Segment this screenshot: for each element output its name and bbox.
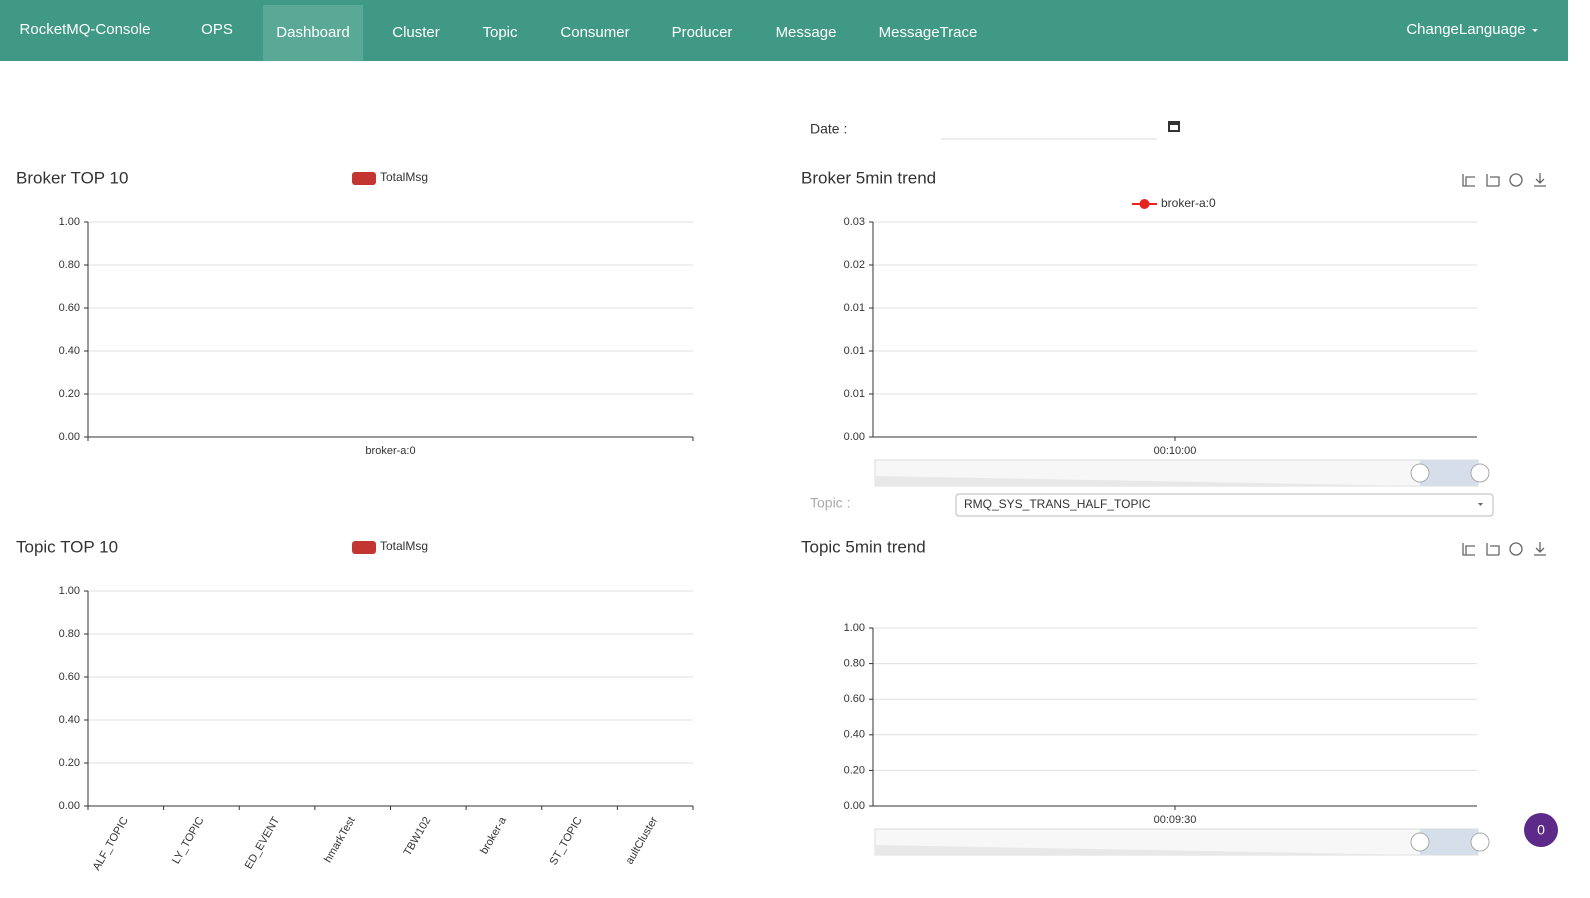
language-menu[interactable]: ChangeLanguage xyxy=(1406,21,1525,38)
y-tick-label: 0.80 xyxy=(59,628,80,640)
y-tick-label: 0.60 xyxy=(59,302,80,314)
legend-label: TotalMsg xyxy=(380,539,428,553)
chart-title: Topic 5min trend xyxy=(801,537,926,556)
badge[interactable] xyxy=(1524,813,1558,847)
badge-count: 0 xyxy=(1537,822,1545,838)
y-tick-label: 0.01 xyxy=(844,388,865,400)
nav-item[interactable]: OPS xyxy=(201,21,233,38)
y-tick-label: 0.01 xyxy=(844,302,865,314)
nav-active xyxy=(263,5,363,61)
y-tick-label: 0.40 xyxy=(59,345,80,357)
nav-item[interactable]: Consumer xyxy=(560,24,629,41)
y-tick-label: 0.03 xyxy=(844,216,865,228)
data-zoom[interactable] xyxy=(874,459,1490,487)
x-tick-label: aultCluster xyxy=(624,815,661,867)
y-tick-label: 0.00 xyxy=(59,800,80,812)
y-tick-label: 0.40 xyxy=(844,729,865,741)
nav-item[interactable]: Message xyxy=(776,24,837,41)
y-tick-label: 0.00 xyxy=(59,431,80,443)
y-tick-label: 1.00 xyxy=(59,585,80,597)
x-tick-label: ST_TOPIC xyxy=(547,815,584,867)
x-tick-label: broker-a:0 xyxy=(365,445,415,457)
x-tick-label: ALF_TOPIC xyxy=(91,815,131,873)
y-tick-label: 0.20 xyxy=(59,757,80,769)
x-tick-label: broker-a xyxy=(478,814,509,856)
y-tick-label: 1.00 xyxy=(59,216,80,228)
topic-label: Topic : xyxy=(810,495,850,511)
y-tick-label: 0.01 xyxy=(844,345,865,357)
chart: Topic TOP 10 0.00 0.20 0.40 0.60 0.80 1.00 ALF_… xyxy=(16,537,694,873)
nav-item[interactable]: Cluster xyxy=(392,24,440,41)
y-tick-label: 0.80 xyxy=(844,658,865,670)
nav-item[interactable]: Topic xyxy=(482,24,518,41)
nav-item[interactable]: Dashboard xyxy=(276,24,349,41)
y-tick-label: 0.20 xyxy=(844,764,865,776)
chart: Topic 5min trend 0.00 0.20 0.40 0.60 0.80 1.00… xyxy=(801,537,1477,826)
y-tick-label: 1.00 xyxy=(844,622,865,634)
chart: Broker TOP 10 0.00 0.20 0.40 0.60 0.80 1.00 bro… xyxy=(16,168,694,457)
calendar-icon[interactable] xyxy=(1168,121,1180,132)
x-tick-label: TBW102 xyxy=(402,815,434,858)
y-tick-label: 0.02 xyxy=(844,259,865,271)
y-tick-label: 0.40 xyxy=(59,714,80,726)
x-tick-label: 00:09:30 xyxy=(1154,814,1197,826)
y-tick-label: 0.60 xyxy=(59,671,80,683)
y-tick-label: 0.00 xyxy=(844,431,865,443)
x-tick-label: ED_EVENT xyxy=(243,815,283,872)
chart-title: Topic TOP 10 xyxy=(16,537,118,556)
date-label: Date : xyxy=(810,121,847,137)
topic-select-value: RMQ_SYS_TRANS_HALF_TOPIC xyxy=(964,497,1151,511)
x-tick-label: 00:10:00 xyxy=(1154,445,1197,457)
y-tick-label: 0.20 xyxy=(59,388,80,400)
caret xyxy=(1532,29,1538,32)
legend-label: broker-a:0 xyxy=(1161,196,1216,210)
x-tick-label: hmarkTest xyxy=(322,815,358,865)
legend-dot xyxy=(1139,199,1150,209)
navbar xyxy=(0,0,1568,61)
brand[interactable]: RocketMQ-Console xyxy=(20,21,151,38)
y-tick-label: 0.80 xyxy=(59,259,80,271)
x-tick-label: LY_TOPIC xyxy=(170,815,207,866)
y-tick-label: 0.00 xyxy=(844,800,865,812)
legend-swatch xyxy=(352,172,376,185)
chart-title: Broker 5min trend xyxy=(801,168,936,187)
legend-swatch xyxy=(352,541,376,554)
nav-item[interactable]: MessageTrace xyxy=(879,24,978,41)
nav-item[interactable]: Producer xyxy=(672,24,733,41)
select-arrow xyxy=(1478,503,1483,506)
y-tick-label: 0.60 xyxy=(844,693,865,705)
chart: Broker 5min trend 0.00 0.01 0.01 0.01 0.02 0.0… xyxy=(801,168,1477,457)
chart-title: Broker TOP 10 xyxy=(16,168,128,187)
topic-select[interactable] xyxy=(955,493,1494,517)
nav-items: OPS Dashboard Cluster Topic Consumer Producer… xyxy=(201,5,977,61)
toolbox[interactable] xyxy=(1462,173,1546,556)
legend-label: TotalMsg xyxy=(380,170,428,184)
data-zoom[interactable] xyxy=(874,828,1490,856)
